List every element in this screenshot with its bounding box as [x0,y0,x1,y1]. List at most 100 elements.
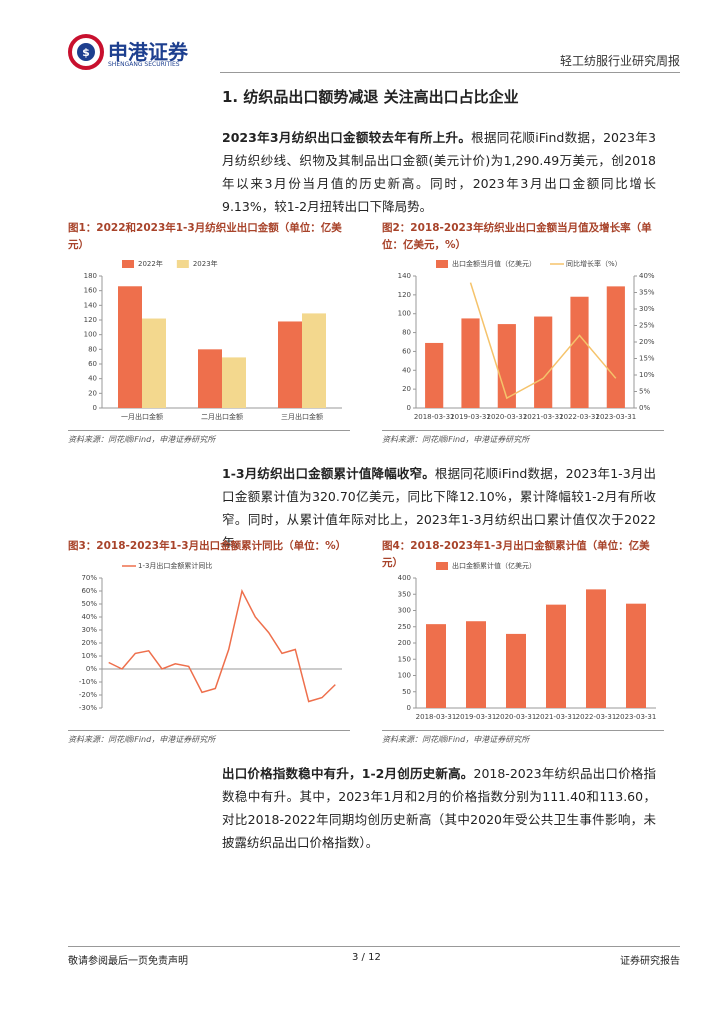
x-tick-label: 2023-03-31 [616,713,657,721]
legend-label: 出口金额当月值（亿美元） [452,259,536,268]
y-tick-label: 50% [81,600,97,608]
bar [302,313,326,408]
bar [198,349,222,408]
y-tick-label: 60 [88,360,97,368]
y-tick-label: 50 [402,688,411,696]
line [469,282,617,400]
footer-left: 敬请参阅最后一页免责声明 [68,956,188,967]
y2-tick-label: 10% [639,371,655,379]
lead: 2023年3月纺织出口金额较去年有所上升。 [222,130,472,145]
x-tick-label: 2019-03-31 [456,713,497,721]
bar [606,286,625,408]
y-tick-label: 40 [88,375,97,383]
bar [506,633,526,708]
x-tick-label: 2020-03-31 [486,413,527,421]
y-tick-label: -20% [79,691,97,699]
y-tick-label: 40% [81,613,97,621]
legend-label: 出口金额累计值（亿美元） [452,561,536,570]
y-tick-label: 0 [407,404,411,412]
y-tick-label: 20 [88,389,97,397]
y-tick-label: 250 [398,623,411,631]
chart: 0 20 40 60 80 100 120 140 160 180 一月出口金额 二月出口金额 三月出口… [84,259,342,421]
figure: 图1：2022和2023年1-3月纺织业出口金额（单位：亿美元） 0 20 40 60… [68,220,350,445]
x-tick-label: 三月出口金额 [281,412,323,421]
paragraph: 2023年3月纺织出口金额较去年有所上升。根据同花顺iFind数据，2023年3… [222,126,656,218]
y-tick-label: 70% [81,574,97,582]
svg-text:$: $ [82,46,90,59]
chart: 0 50 100 150 200 250 300 350 400 2018-03-31 2019-0… [398,561,657,721]
paragraph: 1-3月纺织出口金额累计值降幅收窄。根据同花顺iFind数据，2023年1-3月… [222,462,656,554]
bar [461,318,480,408]
y-tick-label: 100 [398,672,411,680]
x-tick-label: 2018-03-31 [414,413,455,421]
y-tick-label: 0 [407,704,411,712]
figure: 图3：2018-2023年1-3月出口金额累计同比（单位：%） -30% -20%… [68,538,350,745]
figure-title: 图3：2018-2023年1-3月出口金额累计同比（单位：%） [68,540,347,552]
y-tick-label: 30% [81,626,97,634]
bar [466,621,486,708]
source: 资料来源：同花顺iFind，申港证券研究所 [382,430,664,445]
y-tick-label: 10% [81,652,97,660]
y-tick-label: 160 [84,287,97,295]
y-tick-label: 80 [402,329,411,337]
x-tick-label: 2019-03-31 [450,413,491,421]
y-tick-label: 300 [398,607,411,615]
y-tick-label: 120 [84,316,97,324]
page-number: 3 / 12 [352,952,381,963]
bar [534,316,553,408]
y-tick-label: -10% [79,678,97,686]
chart: -30% -20% -10% 0% 10% 20% 30% 40% 50% 60% 70% 1-3月出… [79,561,342,712]
report-type: 轻工纺服行业研究周报 [559,54,680,68]
legend-swatch [122,260,134,268]
y-tick-label: 80 [88,345,97,353]
legend-label: 2023年 [193,259,218,268]
y-tick-label: 400 [398,574,411,582]
y-tick-label: 60 [402,347,411,355]
text: 根据同花顺iFind数据，2023年1-3月出口金额累计值为320.70亿美元，… [222,466,657,550]
y-tick-label: 140 [84,301,97,309]
y-tick-label: 120 [398,291,411,299]
brand-en: SHENGANG SECURITIES [108,61,180,68]
y2-tick-label: 30% [639,305,655,313]
chart: 0 20 40 60 80 100 120 140 0% 5% 10% 15% 20% 25% 30% 35%… [398,259,655,421]
bar [118,286,142,408]
y2-tick-label: 20% [639,338,655,346]
y2-tick-label: 40% [639,272,655,280]
y-tick-label: -30% [79,704,97,712]
footer-right: 证券研究报告 [620,956,680,967]
x-tick-label: 2020-03-31 [496,713,537,721]
y2-tick-label: 25% [639,322,655,330]
bar [570,296,589,408]
legend-swatch [176,260,189,268]
source: 资料来源：同花顺iFind，申港证券研究所 [68,730,350,745]
legend-swatch [436,260,448,268]
x-tick-label: 2018-03-31 [416,713,457,721]
figure-title: 图4：2018-2023年1-3月出口金额累计值（单位：亿美元） [382,540,650,569]
figure-title: 图2：2018-2023年纺织业出口金额当月值及增长率（单位：亿美元，%） [382,222,652,251]
footer-rule [68,946,680,947]
figure-title: 图1：2022和2023年1-3月纺织业出口金额（单位：亿美元） [68,222,342,251]
logo: $ [68,34,104,70]
y2-tick-label: 15% [639,355,655,363]
line [108,588,336,703]
y2-tick-label: 35% [639,289,655,297]
figure: 图4：2018-2023年1-3月出口金额累计值（单位：亿美元） 0 50 100 1… [382,538,664,745]
bar [142,318,166,408]
bar [278,321,302,408]
x-tick-label: 2023-03-31 [595,413,636,421]
bar [222,357,246,408]
y-tick-label: 0 [93,404,97,412]
bar [586,589,606,708]
bar [426,624,446,708]
bar [626,603,646,708]
y-tick-label: 180 [84,272,97,280]
lead: 1-3月纺织出口金额累计值降幅收窄。 [222,466,435,481]
brand: 申港证券 [108,40,188,64]
bar [546,604,566,708]
bar [425,342,444,408]
x-tick-label: 2022-03-31 [576,713,617,721]
x-tick-label: 2021-03-31 [536,713,577,721]
bar [497,324,516,408]
text: 根据同花顺iFind数据，2023年3月纺织纱线、织物及其制品出口金额(美元计价… [222,130,656,214]
